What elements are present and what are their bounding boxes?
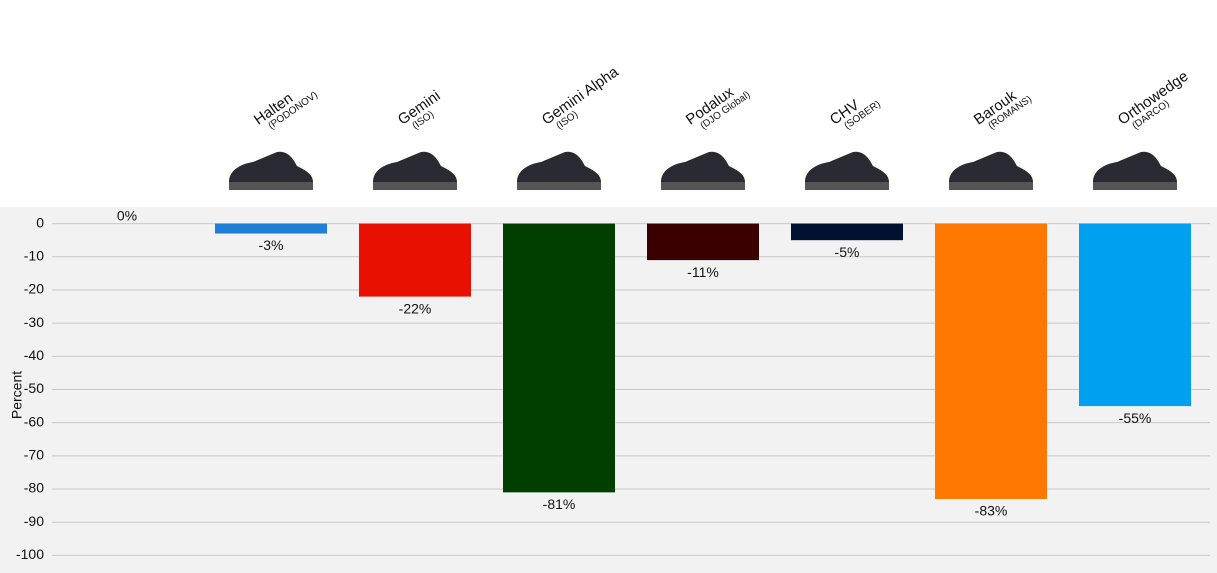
y-tick-label: -40 bbox=[24, 347, 44, 363]
shoe-sole bbox=[517, 182, 601, 190]
shoe-sole bbox=[373, 182, 457, 190]
y-tick-label: -80 bbox=[24, 480, 44, 496]
y-tick-label: 0 bbox=[36, 214, 44, 230]
y-tick-label: -50 bbox=[24, 380, 44, 396]
shoe-upper bbox=[949, 151, 1033, 182]
shoe-sole bbox=[229, 182, 313, 190]
category-name: Gemini Alpha bbox=[539, 63, 622, 128]
y-tick-label: -60 bbox=[24, 413, 44, 429]
y-tick-label: -70 bbox=[24, 447, 44, 463]
value-label: -81% bbox=[543, 496, 576, 512]
bar bbox=[1079, 223, 1191, 407]
y-axis-label: Percent bbox=[9, 371, 25, 419]
value-label: -5% bbox=[835, 244, 860, 260]
shoe-image bbox=[229, 151, 313, 190]
y-tick-label: -10 bbox=[24, 247, 44, 263]
shoe-upper bbox=[517, 151, 601, 182]
value-label: -83% bbox=[975, 503, 1008, 519]
shoe-image bbox=[1093, 151, 1177, 190]
shoe-upper bbox=[805, 151, 889, 182]
shoe-image bbox=[949, 151, 1033, 190]
value-label: -55% bbox=[1119, 410, 1152, 426]
shoe-image bbox=[373, 151, 457, 190]
shoe-upper bbox=[661, 151, 745, 182]
category-label: Gemini(ISO) bbox=[395, 87, 444, 132]
shoe-sole bbox=[949, 182, 1033, 190]
y-tick-label: -100 bbox=[16, 546, 44, 562]
shoe-sole bbox=[661, 182, 745, 190]
bar bbox=[647, 223, 759, 261]
y-tick-label: -20 bbox=[24, 281, 44, 297]
category-label: Barouk(ROMANS) bbox=[971, 87, 1034, 132]
category-label: Podalux(DJO Global) bbox=[683, 83, 753, 132]
value-label: -3% bbox=[259, 237, 284, 253]
value-label: 0% bbox=[117, 207, 137, 223]
shoe-upper bbox=[373, 151, 457, 182]
category-label: Gemini Alpha(ISO) bbox=[539, 63, 622, 132]
value-label: -11% bbox=[687, 264, 719, 280]
shoe-sole bbox=[1093, 182, 1177, 190]
bar bbox=[503, 223, 615, 493]
bar bbox=[935, 223, 1047, 499]
value-label: -22% bbox=[399, 300, 432, 316]
category-label: Orthowedge(DARCO) bbox=[1115, 68, 1192, 132]
bar bbox=[215, 223, 327, 234]
shoe-image bbox=[661, 151, 745, 190]
shoe-upper bbox=[229, 151, 313, 182]
shoe-upper bbox=[1093, 151, 1177, 182]
category-label: Halten(PODONOV) bbox=[251, 90, 320, 132]
bar bbox=[359, 223, 471, 297]
bar bbox=[791, 223, 903, 241]
category-label: CHV(SOBER) bbox=[827, 96, 883, 131]
y-tick-label: -90 bbox=[24, 513, 44, 529]
shoe-image bbox=[517, 151, 601, 190]
shoe-image bbox=[805, 151, 889, 190]
y-tick-label: -30 bbox=[24, 314, 44, 330]
shoe-sole bbox=[805, 182, 889, 190]
